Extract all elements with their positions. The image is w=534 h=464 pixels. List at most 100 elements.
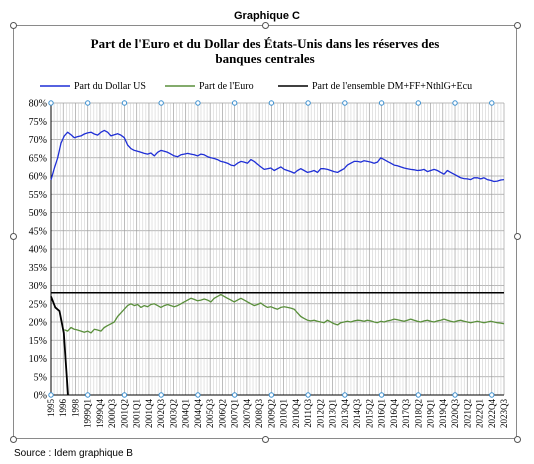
gridlines (50, 102, 505, 396)
x-tick-label: 2019Q1 (426, 399, 436, 428)
chart-title-line-1: Part de l'Euro et du Dollar des États-Un… (91, 36, 440, 51)
axis-marker-top (452, 100, 458, 106)
axis-marker-bottom (195, 392, 201, 398)
dollar-series-line (50, 129, 505, 183)
axis-marker-bottom (48, 392, 54, 398)
x-tick-label: 2004Q4 (193, 399, 203, 428)
y-tick-label: 75% (29, 117, 47, 128)
x-tick-label: 2015Q2 (364, 399, 374, 428)
y-tick-label: 40% (29, 245, 47, 256)
axis-marker-top (195, 100, 201, 106)
x-tick-label: 2016Q4 (389, 399, 399, 428)
axis-marker-top (48, 100, 54, 106)
x-tick-label: 2010Q1 (279, 399, 289, 428)
x-tick-label: 1998 (70, 399, 80, 418)
y-tick-label: 70% (29, 135, 47, 146)
axis-marker-top (231, 100, 238, 106)
x-tick-label: 2013Q4 (340, 399, 350, 428)
x-tick-label: 2002Q3 (156, 399, 166, 428)
x-tick-label: 2004Q1 (181, 399, 191, 428)
x-tick-label: 2008Q3 (254, 399, 264, 428)
x-tick-label: 2011Q3 (303, 399, 313, 428)
x-tick-label: 1999Q4 (95, 399, 105, 428)
x-tick-label: 2016Q1 (377, 399, 387, 428)
resize-handle-bottom-right[interactable] (514, 436, 521, 443)
y-tick-label: 20% (29, 318, 47, 329)
ensemble-series-line (50, 296, 69, 396)
axis-marker-top (342, 100, 348, 106)
legend: Part du Dollar US Part de l'Euro Part de… (40, 81, 472, 92)
x-tick-label: 2010Q4 (291, 399, 301, 428)
x-tick-label: 2020Q3 (450, 399, 460, 428)
axis-marker-bottom (305, 392, 311, 398)
x-tick-label: 2000Q3 (107, 399, 117, 428)
x-tick-label: 2006Q2 (217, 399, 227, 428)
y-tick-label: 0% (34, 391, 47, 402)
y-tick-label: 5% (34, 372, 47, 383)
x-tick-label: 2009Q2 (266, 399, 276, 428)
x-tick-label: 2003Q2 (168, 399, 178, 428)
y-tick-label: 35% (29, 263, 47, 274)
x-tick-label: 1995 (46, 399, 56, 418)
resize-handle-middle-right[interactable] (514, 233, 521, 240)
resize-handle-top-left[interactable] (10, 22, 17, 29)
x-axis-ticks: 1995 1996 1998 1999Q1 1999Q4 2000Q3 2001Q2 2001… (46, 399, 509, 429)
y-tick-label: 55% (29, 190, 47, 201)
chart-title-line-2: banques centrales (215, 51, 314, 66)
source-note: Source : Idem graphique B (14, 448, 133, 459)
resize-handle-top-right[interactable] (514, 22, 521, 29)
axis-marker-bottom (268, 392, 275, 398)
axis-marker-bottom (489, 392, 495, 398)
x-tick-label: 1996 (58, 399, 68, 418)
axis-marker-top (85, 100, 91, 106)
axis-marker-bottom (378, 392, 385, 398)
y-tick-label: 50% (29, 208, 47, 219)
x-tick-label: 2007Q1 (230, 399, 240, 428)
x-tick-label: 2018Q2 (413, 399, 423, 428)
x-tick-label: 2001Q2 (119, 399, 129, 428)
x-tick-label: 2001Q4 (144, 399, 154, 428)
resize-handle-bottom-left[interactable] (10, 436, 17, 443)
x-tick-label: 2005Q3 (205, 399, 215, 428)
axis-marker-bottom (231, 392, 238, 398)
resize-handle-top-center[interactable] (262, 22, 269, 29)
axis-marker-top (158, 100, 164, 106)
legend-label-euro: Part de l'Euro (199, 81, 254, 92)
x-tick-label: 2022Q4 (487, 399, 497, 428)
y-tick-label: 30% (29, 281, 47, 292)
axis-marker-top (268, 100, 275, 106)
axis-marker-top (378, 100, 385, 106)
y-tick-label: 25% (29, 299, 47, 310)
axis-marker-bottom (342, 392, 348, 398)
x-tick-label: 2022Q1 (475, 399, 485, 428)
y-tick-label: 10% (29, 354, 47, 365)
axis-marker-bottom (121, 392, 128, 398)
x-tick-label: 2001Q1 (132, 399, 142, 428)
axis-marker-top (121, 100, 128, 106)
axis-marker-top (305, 100, 311, 106)
x-tick-label: 2017Q3 (401, 399, 411, 428)
x-tick-label: 2007Q4 (242, 399, 252, 428)
axis-marker-bottom (415, 392, 421, 398)
y-tick-label: 65% (29, 153, 47, 164)
axis-marker-bottom (85, 392, 91, 398)
euro-series-line (64, 293, 505, 334)
resize-handle-middle-left[interactable] (10, 233, 17, 240)
axis-marker-bottom (452, 392, 458, 398)
y-tick-label: 45% (29, 226, 47, 237)
axis-marker-top (415, 100, 421, 106)
y-axis-ticks: 0% 5% 10% 15% 20% 25% 30% 35% 40% 45% 50% 55% 60% 65%… (29, 99, 47, 402)
axis-marker-handles (48, 100, 495, 398)
legend-label-dollar: Part du Dollar US (74, 81, 146, 92)
figure-label: Graphique C (233, 10, 300, 22)
axis-marker-top (489, 100, 495, 106)
x-tick-label: 2013Q1 (328, 399, 338, 428)
x-tick-label: 2021Q2 (462, 399, 472, 428)
resize-handle-bottom-center[interactable] (262, 436, 269, 443)
x-tick-label: 2014Q3 (352, 399, 362, 428)
series (50, 129, 505, 396)
axis-marker-bottom (158, 392, 164, 398)
y-tick-label: 15% (29, 336, 47, 347)
x-tick-label: 2023Q3 (499, 399, 509, 428)
y-tick-label: 80% (29, 99, 47, 110)
